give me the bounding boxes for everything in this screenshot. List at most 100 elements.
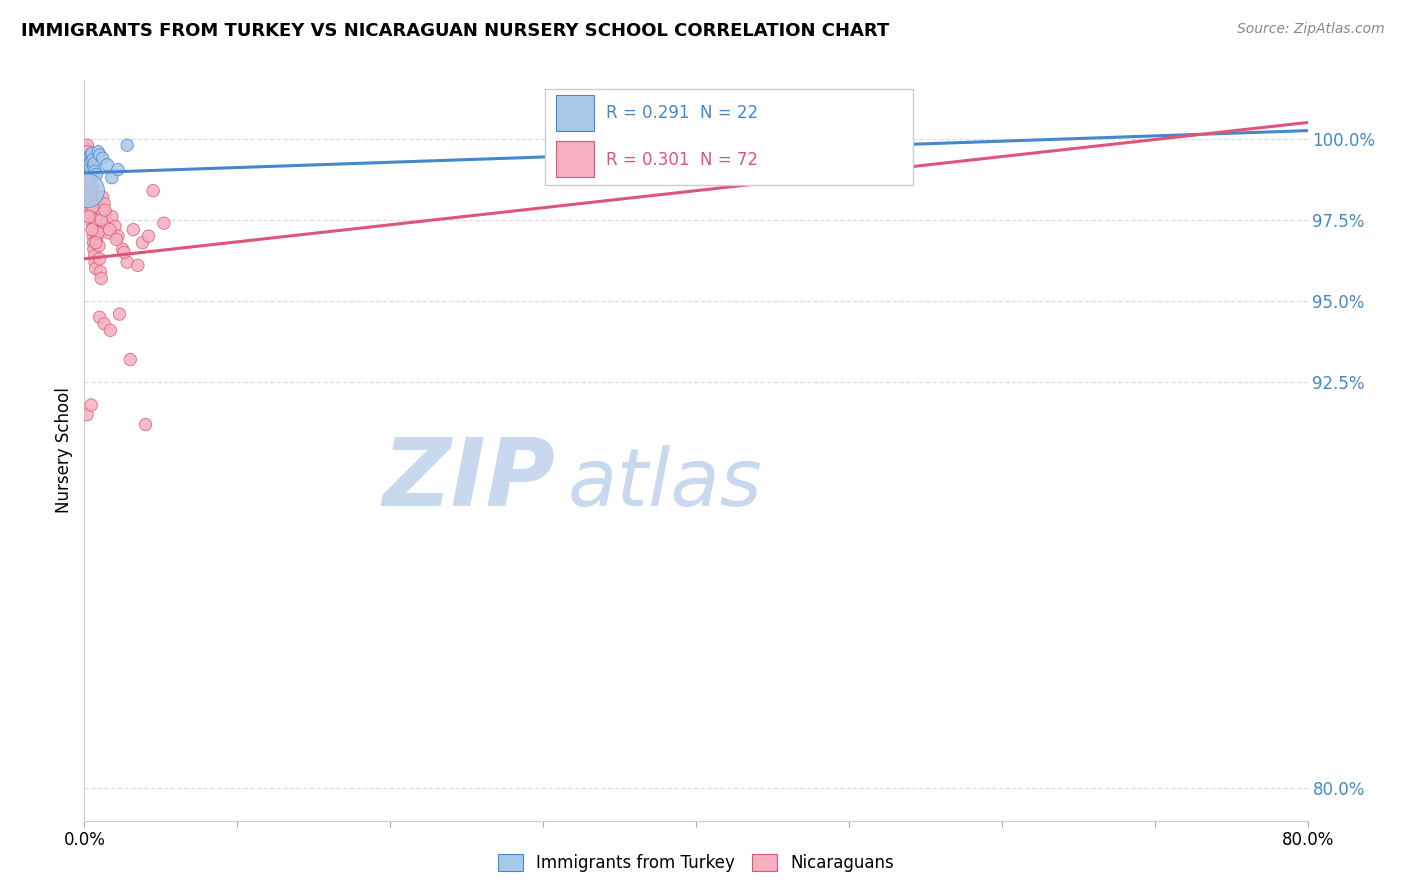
Point	[76, 168, 98, 182]
Point	[80, 210, 103, 224]
Point	[76, 138, 98, 153]
Point	[83, 219, 105, 234]
Point	[75, 148, 97, 162]
Point	[79, 161, 101, 175]
Point	[77, 151, 100, 165]
Point	[80, 222, 103, 236]
Y-axis label: Nursery School: Nursery School	[55, 387, 73, 514]
Point	[76, 174, 98, 188]
Point	[89, 265, 111, 279]
FancyBboxPatch shape	[546, 89, 914, 186]
Point	[89, 148, 111, 162]
Point	[96, 158, 118, 172]
Point	[83, 156, 105, 170]
Point	[82, 216, 104, 230]
Point	[82, 222, 104, 236]
Point	[80, 203, 103, 218]
Point	[76, 145, 98, 159]
Text: R = 0.291  N = 22: R = 0.291 N = 22	[606, 104, 758, 122]
Text: R = 0.301  N = 72: R = 0.301 N = 72	[606, 151, 758, 169]
Point	[80, 146, 103, 161]
Point	[80, 180, 103, 194]
Point	[77, 158, 100, 172]
Point	[79, 190, 101, 204]
Point	[96, 216, 118, 230]
Point	[94, 206, 117, 220]
Point	[122, 222, 145, 236]
Point	[84, 213, 107, 227]
Point	[79, 186, 101, 201]
Point	[84, 261, 107, 276]
Point	[80, 148, 103, 162]
Point	[120, 352, 142, 367]
Point	[115, 138, 138, 153]
Point	[98, 323, 121, 337]
Point	[80, 398, 103, 412]
Point	[84, 164, 107, 178]
Point	[98, 222, 121, 236]
Point	[153, 216, 176, 230]
Point	[77, 164, 100, 178]
Point	[115, 255, 138, 269]
Point	[75, 154, 97, 169]
Point	[76, 184, 98, 198]
Point	[79, 184, 101, 198]
Point	[83, 242, 105, 256]
Point	[90, 271, 112, 285]
Point	[83, 249, 105, 263]
Point	[91, 151, 114, 165]
Point	[107, 229, 129, 244]
Point	[84, 235, 107, 250]
Text: IMMIGRANTS FROM TURKEY VS NICARAGUAN NURSERY SCHOOL CORRELATION CHART: IMMIGRANTS FROM TURKEY VS NICARAGUAN NUR…	[21, 22, 890, 40]
Point	[80, 196, 103, 211]
Point	[76, 153, 98, 167]
Point	[97, 226, 120, 240]
Point	[77, 170, 100, 185]
Point	[104, 219, 127, 234]
Point	[86, 232, 108, 246]
Point	[91, 203, 114, 218]
Point	[101, 210, 124, 224]
Point	[111, 242, 134, 256]
Bar	[557, 141, 595, 177]
Point	[135, 417, 157, 432]
Point	[86, 168, 108, 182]
Point	[75, 141, 97, 155]
Point	[77, 151, 100, 165]
Point	[83, 159, 105, 173]
Text: Source: ZipAtlas.com: Source: ZipAtlas.com	[1237, 22, 1385, 37]
Point	[105, 232, 128, 246]
Point	[138, 229, 160, 244]
Point	[89, 252, 111, 266]
Point	[93, 317, 115, 331]
Point	[91, 190, 114, 204]
Point	[108, 307, 131, 321]
Point	[80, 154, 103, 169]
Point	[807, 128, 830, 143]
Point	[87, 226, 110, 240]
Point	[87, 145, 110, 159]
Point	[101, 170, 124, 185]
Point	[82, 200, 104, 214]
Point	[87, 239, 110, 253]
Point	[90, 213, 112, 227]
Point	[82, 229, 104, 244]
Point	[76, 161, 98, 175]
Point	[112, 245, 135, 260]
Point	[76, 408, 98, 422]
Point	[127, 259, 149, 273]
Point	[131, 235, 153, 250]
Point	[87, 226, 110, 240]
Point	[86, 213, 108, 227]
Point	[82, 153, 104, 167]
Point	[107, 162, 129, 177]
Text: atlas: atlas	[568, 445, 762, 523]
Legend: Immigrants from Turkey, Nicaraguans: Immigrants from Turkey, Nicaraguans	[491, 847, 901, 879]
Point	[89, 310, 111, 325]
Point	[77, 158, 100, 172]
Point	[77, 210, 100, 224]
Point	[93, 196, 115, 211]
Point	[79, 177, 101, 191]
Bar	[557, 95, 595, 131]
Point	[94, 203, 117, 218]
